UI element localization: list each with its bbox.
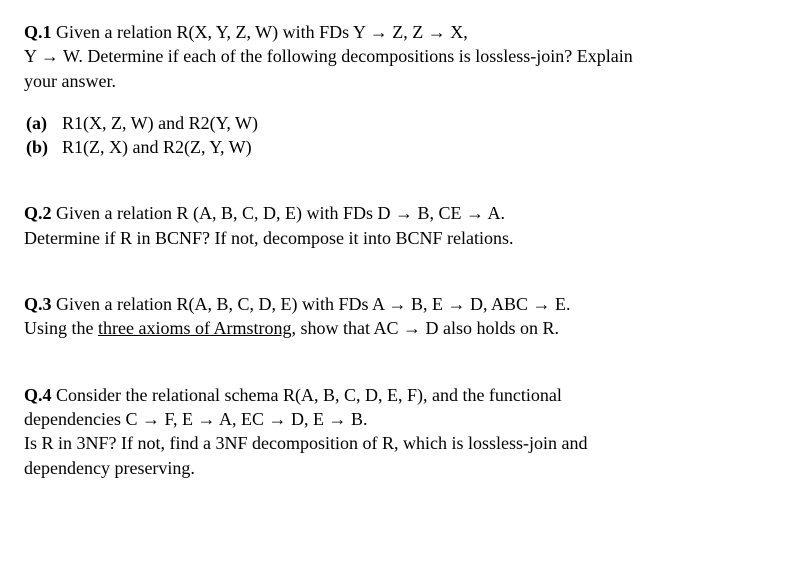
question-4: Q.4 Consider the relational schema R(A, … [24,383,779,480]
q1-b-label: (b) [26,135,62,159]
q2-text-line1: Given a relation R (A, B, C, D, E) with … [52,203,505,223]
q3-text-underline: three axioms of Armstrong [98,318,291,338]
q1-option-a: (a)R1(X, Z, W) and R2(Y, W) [26,111,779,135]
q4-text-line1: Consider the relational schema R(A, B, C… [52,385,562,405]
q1-option-b: (b)R1(Z, X) and R2(Z, Y, W) [26,135,779,159]
question-1: Q.1 Given a relation R(X, Y, Z, W) with … [24,20,779,159]
q3-text-line1: Given a relation R(A, B, C, D, E) with F… [52,294,571,314]
q4-prompt: Q.4 Consider the relational schema R(A, … [24,383,779,480]
q1-text-line2: Y → W. Determine if each of the followin… [24,46,633,66]
q1-a-text: R1(X, Z, W) and R2(Y, W) [62,113,258,133]
question-3: Q.3 Given a relation R(A, B, C, D, E) wi… [24,292,779,341]
q2-text-line2: Determine if R in BCNF? If not, decompos… [24,228,513,248]
q1-prompt: Q.1 Given a relation R(X, Y, Z, W) with … [24,20,779,93]
q2-prompt: Q.2 Given a relation R (A, B, C, D, E) w… [24,201,779,250]
q3-text-line2-post: , show that AC → D also holds on R. [291,318,559,338]
q4-text-line4: dependency preserving. [24,458,195,478]
q1-text-line3: your answer. [24,71,116,91]
q4-text-line2: dependencies C → F, E → A, EC → D, E → B… [24,409,368,429]
q4-label: Q.4 [24,385,52,405]
q3-text-line2-pre: Using the [24,318,98,338]
q1-b-text: R1(Z, X) and R2(Z, Y, W) [62,137,252,157]
q1-a-label: (a) [26,111,62,135]
question-2: Q.2 Given a relation R (A, B, C, D, E) w… [24,201,779,250]
q1-text-line1: Given a relation R(X, Y, Z, W) with FDs … [52,22,468,42]
q1-label: Q.1 [24,22,52,42]
q4-text-line3: Is R in 3NF? If not, find a 3NF decompos… [24,433,587,453]
q2-label: Q.2 [24,203,52,223]
q3-prompt: Q.3 Given a relation R(A, B, C, D, E) wi… [24,292,779,341]
q3-label: Q.3 [24,294,52,314]
